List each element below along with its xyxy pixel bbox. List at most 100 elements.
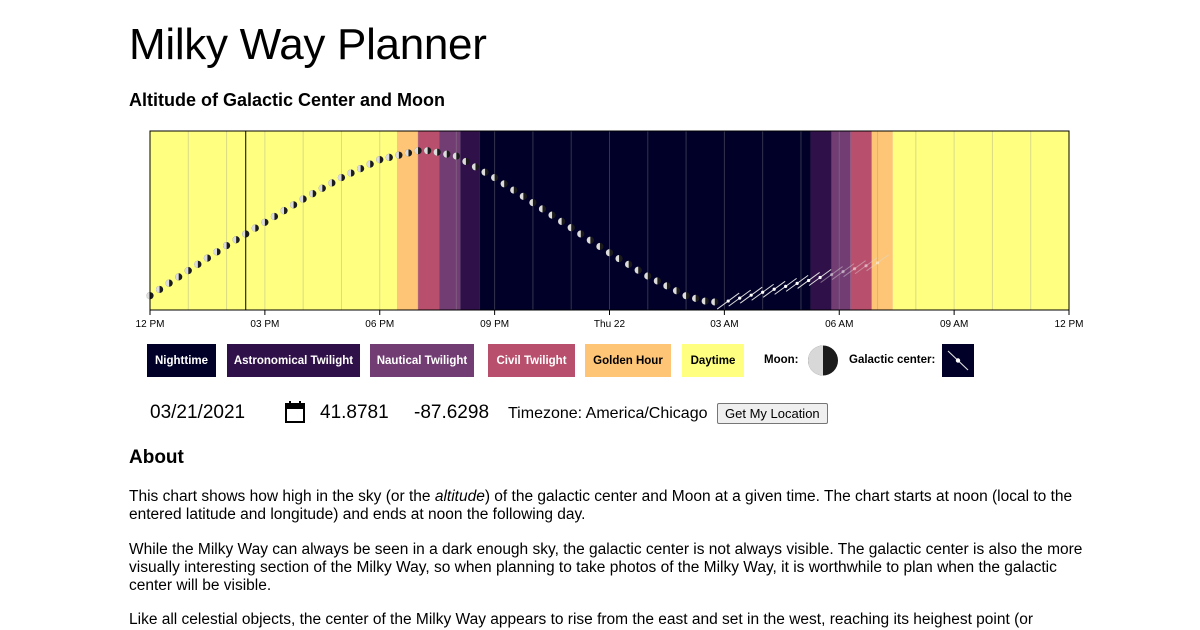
moon-point — [299, 195, 307, 203]
about-heading: About — [129, 447, 184, 468]
sky-band-civil-twilight — [418, 131, 440, 310]
about-p1-text-end: ) of the galactic center and Moon at a g… — [129, 488, 1073, 523]
galactic-center-marker — [854, 257, 878, 275]
legend-golden-hour: Golden Hour — [585, 344, 671, 377]
moon-point — [328, 179, 336, 187]
moon-point — [538, 205, 547, 213]
x-tick-label: Thu 22 — [594, 319, 626, 330]
x-tick-label: 06 AM — [825, 319, 853, 330]
moon-point — [222, 241, 231, 250]
moon-point — [203, 254, 212, 262]
get-location-button[interactable]: Get My Location — [717, 403, 828, 424]
moon-point — [443, 150, 451, 158]
moon-point — [491, 173, 499, 182]
galactic-center-marker — [843, 260, 866, 278]
moon-point — [682, 292, 690, 300]
galactic-center-point — [852, 267, 857, 271]
moon-point — [309, 190, 317, 198]
moon-point — [347, 169, 355, 177]
moon-point — [261, 218, 269, 226]
about-paragraph-2: While the Milky Way can always be seen i… — [129, 541, 1083, 594]
about-p1-emphasis: altitude — [434, 488, 485, 505]
moon-point — [663, 282, 671, 290]
galactic-center-marker — [820, 266, 843, 283]
latitude-input[interactable]: 41.8781 — [320, 402, 389, 423]
about-paragraph-3: Like all celestial objects, the center o… — [129, 611, 1034, 628]
moon-point — [404, 149, 413, 157]
legend-moon-label: Moon: — [764, 354, 799, 366]
moon-point — [318, 184, 326, 192]
legend-nautical-twilight: Nautical Twilight — [370, 344, 474, 377]
sky-band-daytime — [892, 131, 1069, 310]
moon-point — [672, 287, 681, 295]
moon-point — [462, 157, 470, 166]
galactic-center-point — [772, 287, 776, 291]
moon-point — [548, 211, 556, 219]
altitude-chart: 12 PM 03 PM 06 PM 09 PM Thu 22 03 AM 06 AM 09 A… — [130, 122, 1090, 334]
moon-point — [634, 266, 642, 274]
galactic-center-point — [726, 299, 730, 303]
moon-point — [471, 163, 480, 171]
moon-point — [194, 260, 202, 268]
x-tick-label: 03 PM — [250, 319, 279, 330]
moon-point — [567, 224, 575, 232]
x-tick-label: 12 PM — [1055, 319, 1084, 330]
moon-point — [481, 168, 489, 176]
moon-point — [596, 242, 604, 251]
legend-astronomical-twilight: Astronomical Twilight — [227, 344, 360, 377]
legend-nighttime: Nighttime — [147, 344, 216, 377]
moon-point — [270, 212, 279, 221]
moon-point — [175, 273, 183, 281]
sky-band-astronomical-twilight — [460, 131, 480, 310]
moon-point — [510, 186, 518, 194]
galactic-center-point — [875, 261, 880, 265]
galactic-center-point — [818, 275, 822, 280]
legend: Nighttime Astronomical Twilight Nautical… — [147, 344, 1047, 377]
sky-band-daytime — [150, 131, 397, 310]
galactic-center-point — [829, 272, 834, 277]
moon-point — [213, 248, 221, 256]
moon-point — [280, 207, 288, 215]
x-tick-label: 12 PM — [136, 319, 165, 330]
sky-band-nighttime — [479, 131, 811, 310]
moon-point — [452, 152, 460, 160]
longitude-input[interactable]: -87.6298 — [414, 402, 490, 423]
moon-icon — [808, 345, 838, 376]
x-tick-label: 03 AM — [710, 319, 738, 330]
legend-galactic-center-label: Galactic center: — [849, 354, 936, 366]
legend-civil-twilight: Civil Twilight — [488, 344, 575, 377]
moon-point — [711, 298, 719, 306]
chart-subtitle: Altitude of Galactic Center and Moon — [129, 90, 446, 110]
sky-band-golden-hour — [396, 131, 419, 310]
moon-point — [500, 180, 508, 188]
date-input[interactable]: 03/21/2021 — [150, 402, 246, 423]
galactic-center-point — [738, 296, 742, 300]
moon-point — [165, 279, 173, 287]
galactic-center-point — [807, 278, 811, 283]
moon-point — [692, 294, 700, 302]
moon-point — [615, 254, 623, 263]
moon-point — [395, 151, 403, 159]
galactic-center-point — [749, 293, 753, 297]
x-tick-label: 09 AM — [940, 319, 968, 330]
sky-band-golden-hour — [871, 131, 893, 310]
about-paragraph-1: This chart shows how high in the sky (or… — [129, 488, 1089, 524]
sky-band-nautical-twilight — [831, 131, 851, 310]
moon-point — [558, 217, 566, 225]
sky-band-astronomical-twilight — [810, 131, 832, 310]
galactic-center-point — [864, 264, 868, 268]
moon-point — [376, 156, 384, 164]
moon-point — [577, 230, 585, 238]
moon-point — [605, 249, 614, 257]
page-title: Milky Way Planner — [129, 20, 487, 69]
galactic-center-point — [795, 281, 799, 286]
moon-point — [519, 192, 527, 200]
moon-point — [337, 173, 346, 182]
calendar-icon[interactable] — [284, 400, 306, 424]
moon-point — [529, 199, 537, 207]
moon-point — [701, 297, 709, 305]
moon-point — [366, 160, 374, 168]
galactic-center-marker — [866, 254, 889, 272]
about-p1-text: This chart shows how high in the sky (or… — [129, 488, 435, 505]
